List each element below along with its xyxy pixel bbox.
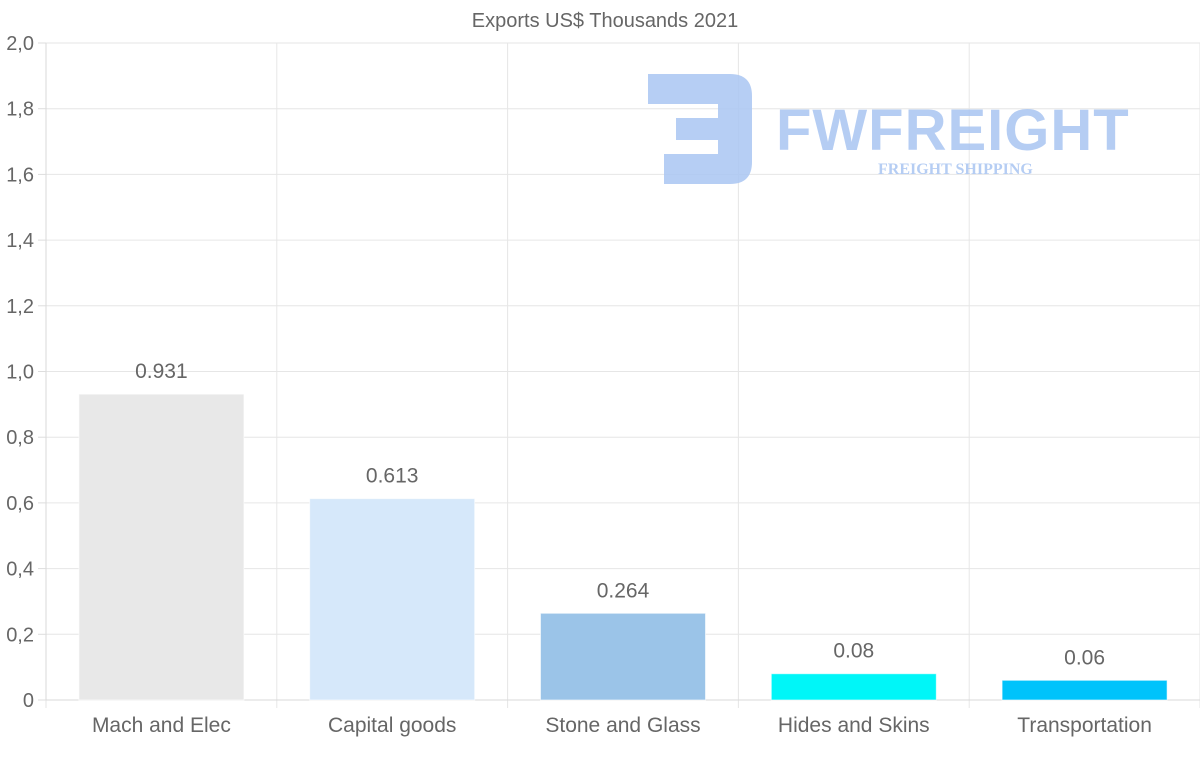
y-tick-label: 1,0 [6, 362, 34, 384]
y-tick-label: 1,6 [6, 164, 34, 186]
watermark-tagline: FREIGHT SHIPPING [878, 161, 1033, 178]
y-tick-label: 0,4 [6, 559, 34, 581]
chart-title: Exports US$ Thousands 2021 [472, 10, 738, 32]
x-axis-ticks: Mach and Elec Capital goods Stone and Glas… [92, 714, 1152, 737]
value-label: 0.931 [135, 360, 188, 383]
x-tick-label: Mach and Elec [92, 714, 231, 737]
value-label: 0.06 [1064, 646, 1105, 669]
watermark-logo: FWFREIGHT FREIGHT SHIPPING [648, 74, 1130, 184]
y-tick-label: 0 [23, 690, 34, 712]
fw-logo-icon [648, 74, 752, 184]
y-tick-label: 0,6 [6, 493, 34, 515]
y-tick-label: 1,4 [6, 230, 34, 252]
y-axis-ticks: 0 0,2 0,4 0,6 0,8 1,0 1,2 1,4 1,6 1,8 2,0 [6, 33, 46, 712]
bar-transportation [1001, 679, 1168, 701]
y-tick-label: 0,2 [6, 624, 34, 646]
x-tick-label: Hides and Skins [778, 714, 930, 737]
bar-capital-goods [309, 498, 476, 701]
x-tick-label: Stone and Glass [545, 714, 700, 737]
bar-mach-and-elec [78, 393, 245, 701]
y-tick-label: 0,8 [6, 427, 34, 449]
y-tick-label: 1,8 [6, 99, 34, 121]
bars [78, 393, 1168, 701]
bar-stone-and-glass [539, 612, 707, 701]
value-label: 0.264 [597, 579, 650, 602]
bar-hides-and-skins [770, 673, 937, 701]
value-label: 0.08 [833, 640, 874, 663]
x-tick-label: Capital goods [328, 714, 456, 737]
y-tick-label: 2,0 [6, 33, 34, 55]
x-tick-label: Transportation [1017, 714, 1152, 737]
value-label: 0.613 [366, 465, 419, 488]
value-labels: 0.931 0.613 0.264 0.08 0.06 [135, 360, 1105, 669]
watermark-brand: FWFREIGHT [776, 98, 1130, 163]
y-tick-label: 1,2 [6, 296, 34, 318]
